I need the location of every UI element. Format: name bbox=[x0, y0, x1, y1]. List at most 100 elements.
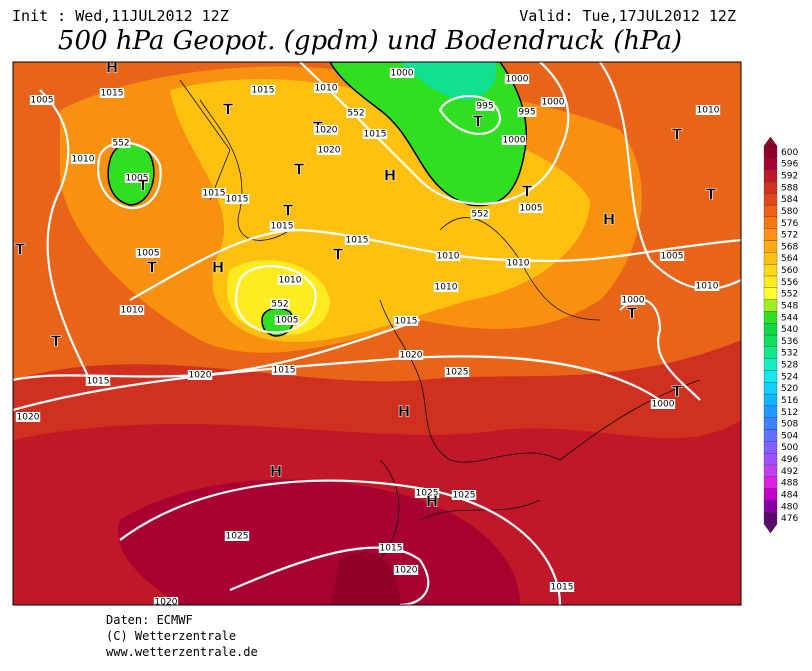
isoline-label: 1005 bbox=[137, 249, 160, 259]
label-box bbox=[124, 173, 150, 183]
valid-time: Valid: Tue,17JUL2012 12Z bbox=[519, 7, 736, 25]
colorbar-swatch bbox=[763, 181, 778, 194]
label-box bbox=[414, 488, 440, 498]
colorbar-swatch bbox=[763, 275, 778, 288]
isoline-label: 1020 bbox=[395, 566, 418, 576]
colorbar-label: 516 bbox=[781, 396, 798, 406]
isoline-label: 552 bbox=[471, 210, 488, 220]
isoline-label: 1020 bbox=[189, 371, 212, 381]
warm-core bbox=[330, 552, 400, 605]
label-box bbox=[119, 305, 145, 315]
colorbar-swatch bbox=[763, 464, 778, 477]
pressure-center: T bbox=[333, 246, 344, 264]
warm-core bbox=[118, 479, 521, 605]
colorbar-swatch bbox=[763, 169, 778, 182]
isoline-label: 1010 bbox=[437, 252, 460, 262]
colorbar-swatch bbox=[763, 382, 778, 395]
colorbar-label: 540 bbox=[781, 325, 798, 335]
colorbar-swatch bbox=[763, 500, 778, 513]
colorbar-label: 548 bbox=[781, 301, 798, 311]
isobar bbox=[129, 228, 741, 301]
label-box bbox=[85, 376, 111, 386]
isoline-label: 1020 bbox=[155, 598, 178, 608]
isoline-label: 1005 bbox=[126, 174, 149, 184]
pressure-center: H bbox=[270, 463, 283, 481]
isoline-label: 1015 bbox=[87, 377, 110, 387]
label-box bbox=[70, 154, 96, 164]
isoline-label: 1000 bbox=[542, 98, 565, 108]
label-box bbox=[659, 251, 685, 261]
colorbar-arrow bbox=[763, 136, 778, 147]
isoline-label: 1010 bbox=[72, 155, 95, 165]
label-box bbox=[271, 365, 297, 375]
label-box bbox=[269, 221, 295, 231]
isoline-label: 1015 bbox=[252, 86, 275, 96]
isoline-label: 1015 bbox=[364, 130, 387, 140]
isoline-label: 1015 bbox=[271, 222, 294, 232]
pressure-center: T bbox=[138, 177, 149, 195]
colorbar-swatch bbox=[763, 358, 778, 371]
label-box bbox=[435, 251, 461, 261]
isobar bbox=[299, 62, 570, 206]
isoline-label: 1000 bbox=[506, 75, 529, 85]
colorbar-label: 512 bbox=[781, 408, 798, 418]
isoline-label: 1015 bbox=[203, 189, 226, 199]
colorbar-label: 528 bbox=[781, 361, 798, 371]
isobar bbox=[234, 264, 317, 334]
colorbar-label: 520 bbox=[781, 384, 798, 394]
label-box bbox=[346, 108, 366, 118]
colorbar-label: 572 bbox=[781, 231, 798, 241]
isoline-label: 1015 bbox=[346, 236, 369, 246]
pressure-center: H bbox=[212, 259, 225, 277]
footer-line: Daten: ECMWF bbox=[106, 613, 193, 627]
label-box bbox=[540, 97, 566, 107]
isoline-label: 1005 bbox=[661, 252, 684, 262]
colorbar-swatch bbox=[763, 476, 778, 489]
isoline-label: 1000 bbox=[622, 296, 645, 306]
label-box bbox=[378, 543, 404, 553]
label-box bbox=[224, 531, 250, 541]
isoline-label: 1000 bbox=[652, 400, 675, 410]
colorbar-swatch bbox=[763, 323, 778, 336]
label-box bbox=[250, 85, 276, 95]
pressure-center: T bbox=[627, 305, 638, 323]
label-box bbox=[201, 188, 227, 198]
label-box bbox=[15, 412, 41, 422]
isoline-label: 1020 bbox=[17, 413, 40, 423]
colorbar-label: 596 bbox=[781, 160, 798, 170]
colorbar-label: 508 bbox=[781, 420, 798, 430]
colorbar-label: 532 bbox=[781, 349, 798, 359]
isoline-label: 1005 bbox=[31, 96, 54, 106]
colorbar-swatch bbox=[763, 311, 778, 324]
isobar bbox=[13, 355, 661, 412]
coastline bbox=[179, 79, 291, 241]
colorbar-swatch bbox=[763, 346, 778, 359]
label-box bbox=[505, 258, 531, 268]
colorbar-swatch bbox=[763, 145, 778, 158]
pressure-center: T bbox=[223, 101, 234, 119]
colorbar-swatch bbox=[763, 240, 778, 253]
colorbar-label: 552 bbox=[781, 290, 798, 300]
colorbar-arrow bbox=[763, 523, 778, 534]
colorbar-swatch bbox=[763, 157, 778, 170]
pressure-center: H bbox=[106, 59, 119, 77]
label-box bbox=[620, 295, 646, 305]
colorbar-swatch bbox=[763, 452, 778, 466]
colorbar-swatch bbox=[763, 287, 778, 300]
pressure-center: T bbox=[15, 241, 26, 259]
colorbar-swatch bbox=[763, 512, 778, 525]
colorbar-swatch bbox=[763, 417, 778, 430]
pressure-center: H bbox=[398, 403, 411, 421]
colorbar-label: 556 bbox=[781, 278, 798, 288]
trough-core bbox=[400, 62, 497, 100]
colorbar-label: 588 bbox=[781, 183, 798, 193]
label-box bbox=[501, 135, 527, 145]
label-box bbox=[393, 565, 419, 575]
label-box bbox=[393, 316, 419, 326]
colorbar-label: 480 bbox=[781, 502, 798, 512]
isoline-label: 1020 bbox=[318, 146, 341, 156]
isoline-label: 1025 bbox=[416, 489, 439, 499]
isoline-label: 1025 bbox=[453, 491, 476, 501]
colorbar-label: 584 bbox=[781, 195, 798, 205]
